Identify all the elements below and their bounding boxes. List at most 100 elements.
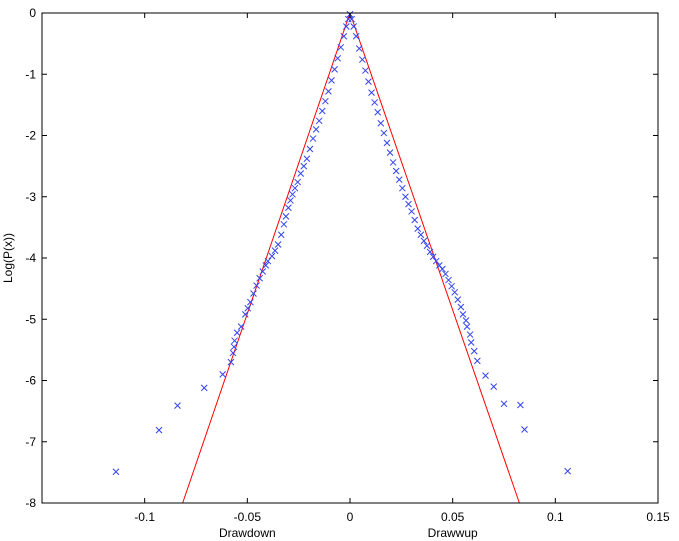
- data-point: [362, 67, 369, 74]
- data-point: [482, 372, 489, 379]
- data-point: [517, 401, 524, 409]
- data-point: [342, 23, 350, 30]
- data-point: [328, 77, 335, 84]
- data-point: [155, 426, 163, 434]
- data-point: [247, 298, 254, 306]
- data-point: [325, 88, 332, 95]
- data-point: [274, 241, 282, 248]
- y-tick-label: -3: [25, 190, 36, 204]
- data-point: [564, 467, 572, 475]
- data-point: [350, 23, 358, 30]
- x-tick-label: 0: [347, 510, 354, 524]
- data-point: [463, 323, 471, 330]
- data-point: [459, 310, 467, 318]
- data-point: [231, 337, 238, 345]
- y-tick-label: 0: [29, 6, 36, 20]
- x-tick-label: -0.1: [134, 510, 155, 524]
- data-point: [229, 349, 237, 357]
- data-point: [457, 303, 465, 311]
- x-axis-label: Drawdown: [219, 526, 276, 540]
- data-point: [467, 339, 475, 346]
- data-point: [423, 242, 431, 250]
- data-point: [244, 304, 252, 312]
- data-point: [237, 323, 245, 330]
- data-point: [291, 184, 299, 192]
- data-point: [331, 65, 338, 73]
- data-point: [256, 274, 264, 282]
- data-point: [399, 184, 406, 192]
- data-point: [280, 220, 288, 228]
- fit-line: [182, 13, 351, 503]
- data-point: [262, 261, 270, 269]
- data-point: [402, 193, 409, 201]
- x-axis-label: Drawwup: [428, 526, 478, 540]
- data-point: [368, 89, 375, 96]
- data-point: [473, 357, 481, 365]
- data-point: [377, 119, 385, 127]
- data-point: [300, 162, 308, 170]
- data-point: [268, 252, 276, 260]
- data-point: [271, 247, 279, 255]
- y-tick-label: -4: [25, 251, 36, 265]
- data-point: [340, 32, 348, 40]
- data-point: [334, 54, 342, 62]
- data-point: [230, 343, 238, 351]
- data-point: [322, 97, 329, 105]
- x-tick-label: 0.15: [646, 510, 670, 524]
- data-point: [282, 212, 290, 220]
- data-point: [462, 317, 470, 324]
- data-point: [405, 200, 412, 208]
- data-point: [337, 43, 345, 51]
- data-point: [297, 170, 305, 177]
- data-point: [233, 329, 241, 337]
- data-point: [277, 231, 285, 239]
- data-point: [315, 117, 323, 125]
- y-tick-label: -8: [25, 496, 36, 510]
- data-point: [227, 358, 235, 366]
- data-point: [241, 310, 249, 318]
- y-tick-label: -1: [25, 67, 36, 81]
- y-tick-label: -6: [25, 374, 36, 388]
- data-point: [500, 400, 508, 408]
- data-point: [380, 129, 388, 137]
- data-point: [309, 135, 317, 142]
- data-point: [112, 468, 120, 476]
- data-point: [411, 216, 419, 224]
- data-point: [383, 139, 391, 147]
- data-point: [490, 383, 498, 390]
- data-point: [386, 149, 394, 157]
- data-point: [389, 159, 397, 166]
- data-point: [253, 282, 260, 289]
- data-point: [374, 108, 382, 116]
- y-tick-label: -7: [25, 435, 36, 449]
- data-point: [414, 225, 422, 232]
- data-point: [174, 402, 181, 409]
- data-point: [219, 371, 227, 378]
- data-point: [442, 270, 449, 278]
- data-point: [303, 155, 311, 163]
- data-point: [454, 296, 462, 304]
- data-point: [294, 178, 301, 186]
- data-point: [432, 257, 440, 265]
- data-point: [395, 176, 403, 183]
- data-point: [200, 384, 208, 392]
- x-axis-labels: Drawdown Drawwup: [219, 526, 478, 540]
- data-point: [259, 268, 267, 275]
- data-point: [466, 331, 474, 338]
- data-point: [287, 197, 294, 204]
- data-point: [429, 253, 437, 261]
- data-point: [358, 56, 366, 63]
- data-point: [289, 190, 296, 198]
- y-axis-label: Log(P(x)): [1, 233, 15, 283]
- data-point: [355, 45, 363, 52]
- data-point: [371, 99, 378, 106]
- x-tick-label: 0.05: [441, 510, 465, 524]
- y-tick-label: -5: [25, 312, 36, 326]
- tick-labels: -0.1 -0.05 0 0.05 0.1 0.15 0 -1 -2 -3 -4 -5 -6 -7 -8: [25, 6, 670, 524]
- data-point: [306, 145, 314, 153]
- axis-ticks: [42, 12, 659, 504]
- data-point: [250, 290, 257, 297]
- data-point: [352, 32, 360, 40]
